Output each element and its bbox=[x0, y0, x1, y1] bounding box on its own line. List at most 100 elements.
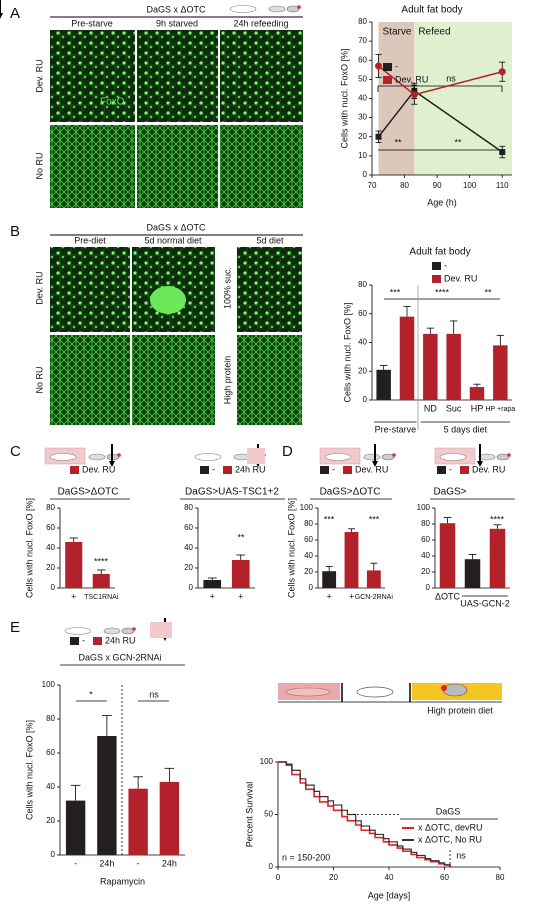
y-tick-label: 50 bbox=[264, 810, 273, 819]
legend-label: 24h RU bbox=[235, 464, 266, 474]
bar bbox=[376, 369, 391, 400]
legend-label: x ΔOTC, devRU bbox=[418, 822, 483, 832]
fly-eye bbox=[117, 453, 121, 457]
y-tick-label: 80 bbox=[304, 519, 313, 528]
panel-label: E bbox=[10, 619, 20, 636]
x-tick-label: GCN-2RNAi bbox=[355, 594, 394, 601]
bar bbox=[65, 800, 86, 855]
pupa bbox=[363, 453, 381, 461]
x-tick-label: + bbox=[327, 591, 332, 601]
y-tick-label: 80 bbox=[46, 503, 55, 512]
legend-label: Dev. RU bbox=[82, 464, 115, 474]
diet-label: High protein diet bbox=[427, 705, 493, 715]
x-tick-label: 40 bbox=[385, 873, 394, 882]
bar bbox=[159, 781, 180, 855]
legend-label: - bbox=[449, 464, 452, 474]
larva bbox=[64, 627, 92, 635]
y-tick-label: 40 bbox=[46, 543, 55, 552]
fly bbox=[442, 683, 468, 697]
bar bbox=[439, 523, 456, 588]
micrograph bbox=[237, 247, 302, 332]
region-label: Refeed bbox=[418, 27, 450, 38]
fly-eye bbox=[392, 453, 396, 457]
marker bbox=[410, 91, 418, 99]
rp-box bbox=[150, 622, 172, 638]
y-tick-label: 80 bbox=[358, 17, 367, 26]
y-tick-label: 80 bbox=[421, 519, 430, 528]
pupa bbox=[268, 5, 286, 13]
legend-swatch bbox=[200, 466, 209, 474]
bar bbox=[489, 528, 506, 588]
micrograph bbox=[50, 247, 130, 332]
panel-label: A bbox=[10, 5, 20, 22]
y-tick-label: 40 bbox=[184, 543, 193, 552]
annotation: ** bbox=[237, 532, 245, 542]
larva bbox=[49, 453, 77, 461]
y-tick-label: 0 bbox=[269, 862, 274, 871]
bar bbox=[464, 559, 481, 588]
arrow-head bbox=[0, 13, 3, 19]
micrograph bbox=[50, 335, 130, 425]
larva bbox=[194, 453, 222, 461]
bar bbox=[423, 333, 438, 400]
header: DaGS x ΔOTC bbox=[146, 222, 206, 232]
larva bbox=[324, 453, 352, 461]
diet-label: 100% suc. bbox=[222, 267, 232, 309]
group-label: Pre-starve bbox=[375, 424, 417, 434]
legend-swatch bbox=[320, 466, 329, 474]
bar bbox=[231, 560, 250, 588]
arrow-head bbox=[477, 461, 483, 467]
x-tick-label: + bbox=[71, 591, 76, 601]
chart-title: DaGS> bbox=[433, 487, 466, 498]
y-tick-label: 20 bbox=[46, 816, 55, 825]
legend-swatch bbox=[93, 637, 102, 645]
annotation: ns bbox=[456, 850, 466, 860]
pupa bbox=[478, 453, 496, 461]
legend-label: - bbox=[395, 61, 398, 71]
x-tick-label: + bbox=[210, 591, 215, 601]
y-axis-label: Cells with nucl. FoxO [%] bbox=[286, 498, 296, 598]
bar bbox=[203, 580, 222, 588]
legend-label: Dev. RU bbox=[355, 464, 388, 474]
y-tick-label: 0 bbox=[363, 170, 368, 179]
region bbox=[414, 22, 512, 175]
bar bbox=[92, 574, 110, 588]
annotation: *** bbox=[390, 287, 401, 297]
marker bbox=[375, 62, 383, 70]
x-tick-label: - bbox=[137, 858, 140, 868]
legend-label: Dev. RU bbox=[395, 74, 428, 84]
y-tick-label: 60 bbox=[421, 535, 430, 544]
group-label: UAS-GCN-2 bbox=[460, 598, 510, 608]
bar bbox=[322, 571, 337, 588]
y-tick-label: 20 bbox=[358, 132, 367, 141]
y-tick-label: 20 bbox=[46, 563, 55, 572]
column-label: 5d diet bbox=[256, 235, 284, 245]
legend-label: Dev. RU bbox=[444, 273, 477, 283]
y-tick-label: 40 bbox=[421, 551, 430, 560]
annotation: * bbox=[89, 689, 93, 699]
group-label: 5 days diet bbox=[444, 424, 488, 434]
y-tick-label: 0 bbox=[51, 583, 56, 592]
bar bbox=[128, 788, 148, 855]
fly-eye bbox=[132, 627, 136, 631]
y-tick-label: 100 bbox=[42, 680, 56, 689]
marker bbox=[499, 149, 506, 156]
y-axis-label: Cells with nucl. FoxO [%] bbox=[24, 498, 34, 598]
annotation: ** bbox=[394, 137, 402, 147]
legend-label: x ΔOTC, No RU bbox=[418, 834, 482, 844]
legend-label: - bbox=[82, 635, 85, 645]
x-tick-label: 110 bbox=[496, 181, 509, 190]
column-label: 24h refeeding bbox=[233, 18, 288, 28]
x-tick-label: 90 bbox=[433, 181, 442, 190]
y-tick-label: 100 bbox=[417, 503, 431, 512]
column-label: Pre-diet bbox=[74, 235, 106, 245]
x-tick-label: Suc bbox=[446, 403, 462, 413]
y-tick-label: 0 bbox=[309, 583, 314, 592]
annotation: ns bbox=[149, 689, 159, 699]
diet-label: High protein bbox=[222, 356, 232, 405]
bar bbox=[493, 345, 508, 400]
y-tick-label: 60 bbox=[46, 748, 55, 757]
micrograph bbox=[50, 30, 135, 122]
annotation: **** bbox=[490, 514, 505, 524]
